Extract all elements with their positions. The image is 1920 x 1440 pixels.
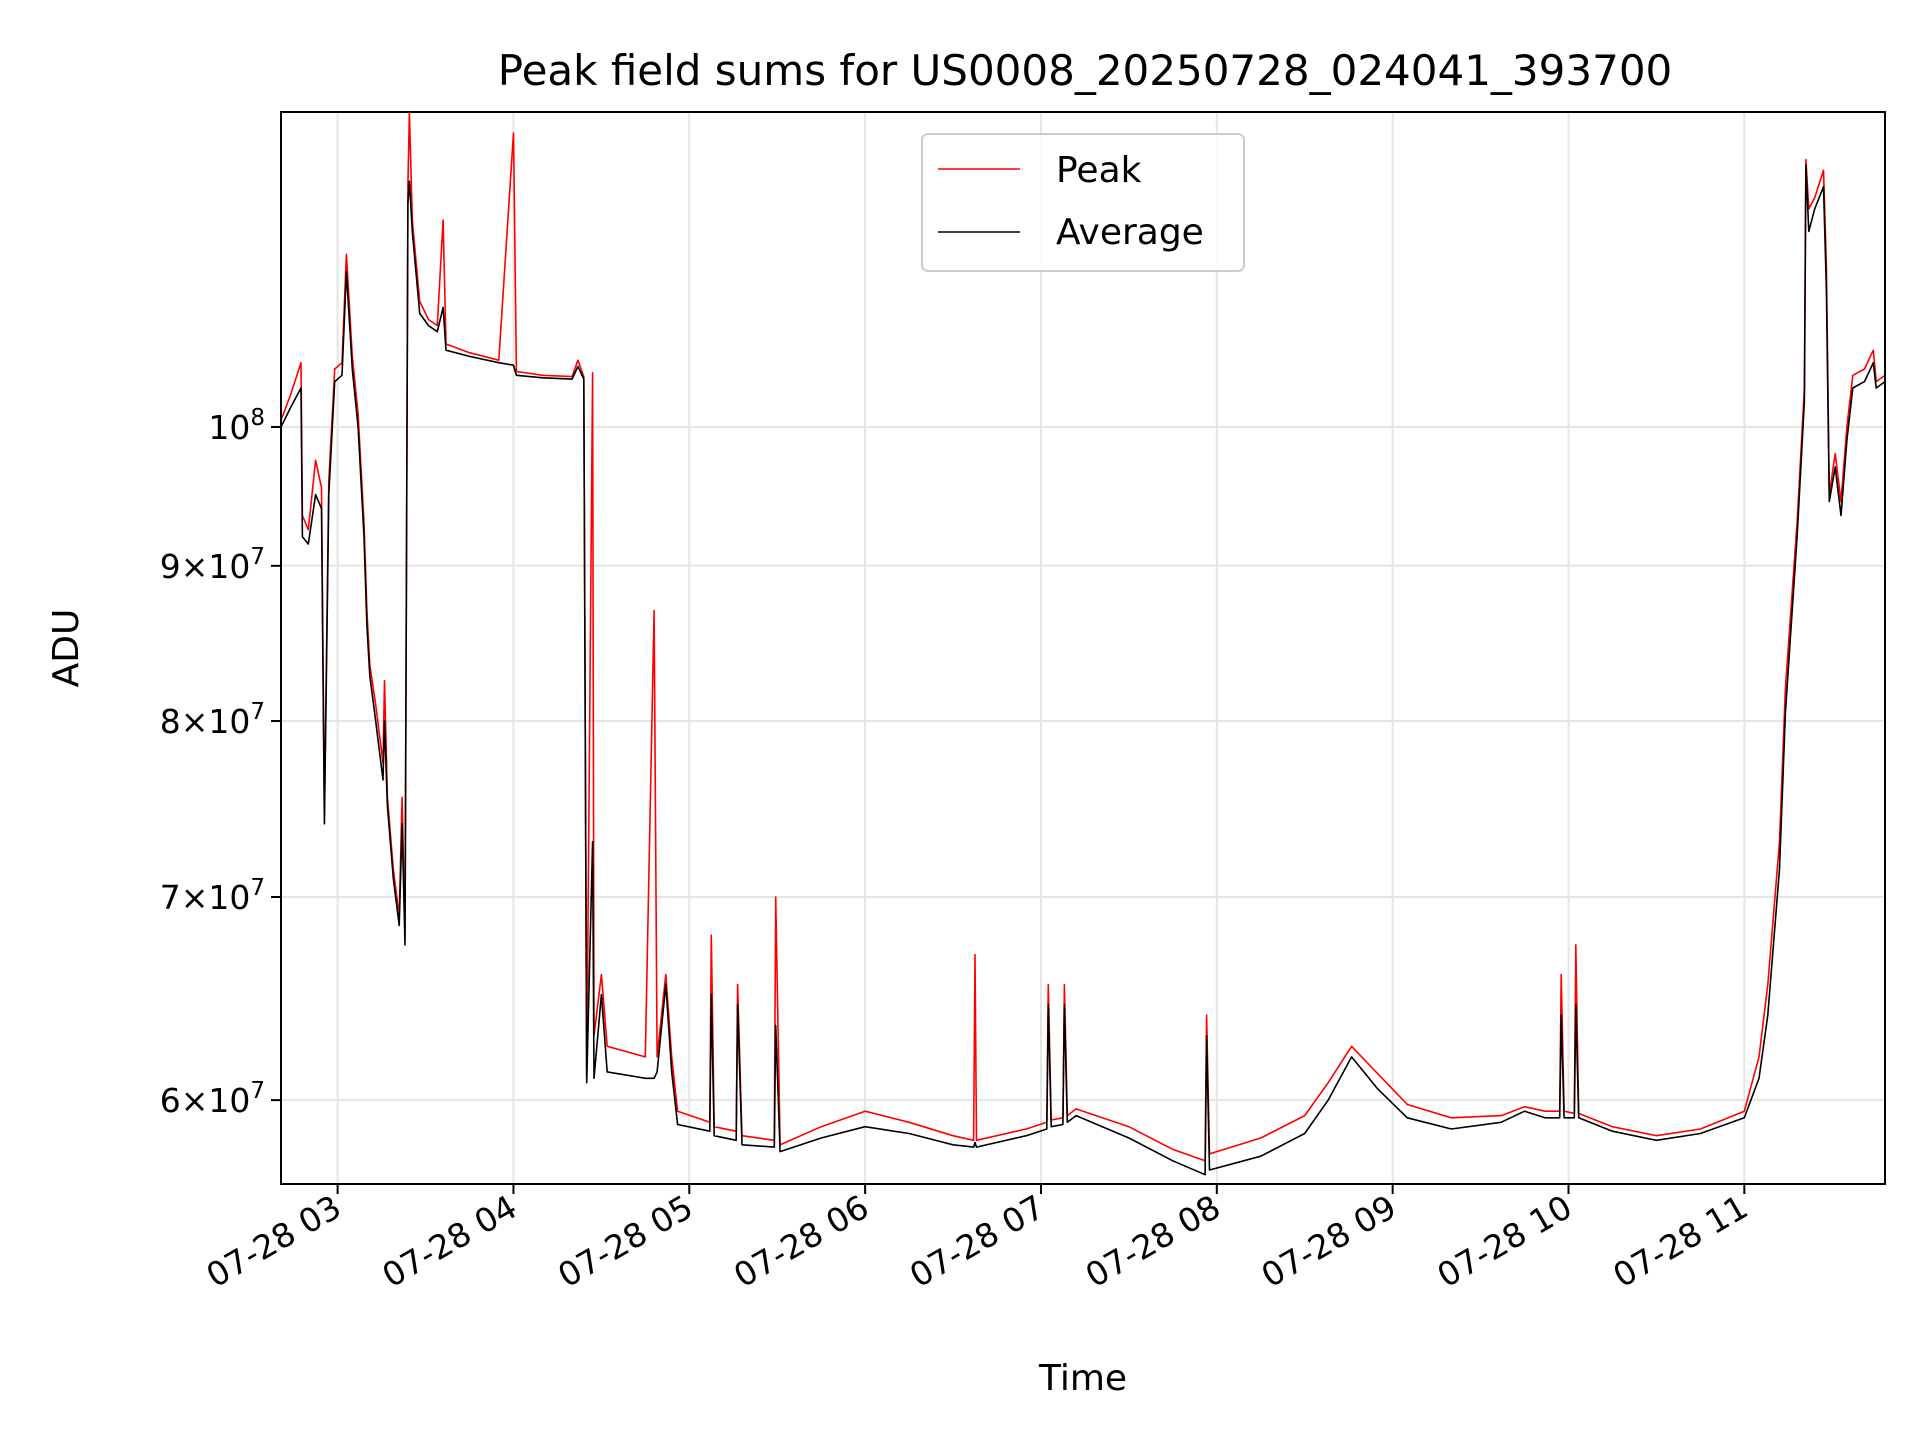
legend-label-peak: Peak [1056,150,1142,191]
x-axis-label: Time [1038,1358,1127,1399]
y-tick-label: 9×107 [160,544,265,586]
y-tick-label: 108 [208,405,265,447]
legend-label-average: Average [1056,212,1204,253]
series-line-average [281,164,1885,1176]
y-axis-label: ADU [46,609,87,688]
y-tick-label: 8×107 [160,699,265,741]
legend: Peak Average [921,133,1245,272]
grid [281,112,1885,1184]
y-tick-label: 6×107 [160,1078,265,1120]
plot-frame [280,111,1886,1185]
y-tick-label: 7×107 [160,875,265,917]
chart-title: Peak field sums for US0008_20250728_0240… [498,46,1673,95]
series-layer [281,112,1885,1176]
